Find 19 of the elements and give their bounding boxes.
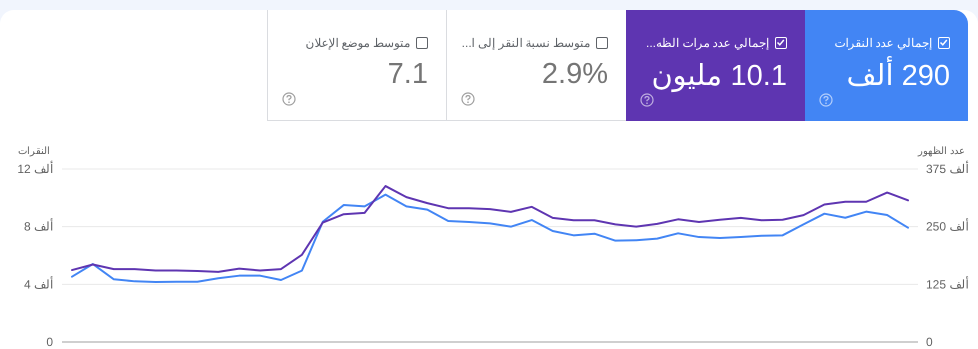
y2-tick-label: 250 ألف [926, 218, 968, 234]
category-label: متوسط نسبة النقر إلى ا... [462, 36, 590, 50]
category-label: إجمالي عدد مرات الظه... [646, 36, 769, 50]
y2-tick-label: 375 ألف [926, 161, 968, 176]
y-tick-label: 8 ألف [24, 218, 53, 234]
category-label: إجمالي عدد النقرات [834, 36, 932, 50]
text: 10.1 مليون [651, 60, 787, 92]
y-tick-label: 12 ألف [17, 161, 53, 176]
y2-tick-label: 0 [926, 335, 933, 349]
y2-axis-title: عدد الظهور [917, 146, 965, 157]
text: 7.1 [388, 58, 428, 90]
text: 2.9% [542, 58, 608, 90]
y-axis-title: النقرات [18, 146, 50, 157]
y-tick-label: 0 [46, 335, 54, 349]
line-series [71, 185, 909, 273]
category-label: متوسط موضع الإعلان [305, 36, 410, 50]
line-series [71, 194, 909, 284]
y-tick-label: 4 ألف [24, 276, 53, 292]
y2-tick-label: 125 ألف [926, 276, 968, 292]
